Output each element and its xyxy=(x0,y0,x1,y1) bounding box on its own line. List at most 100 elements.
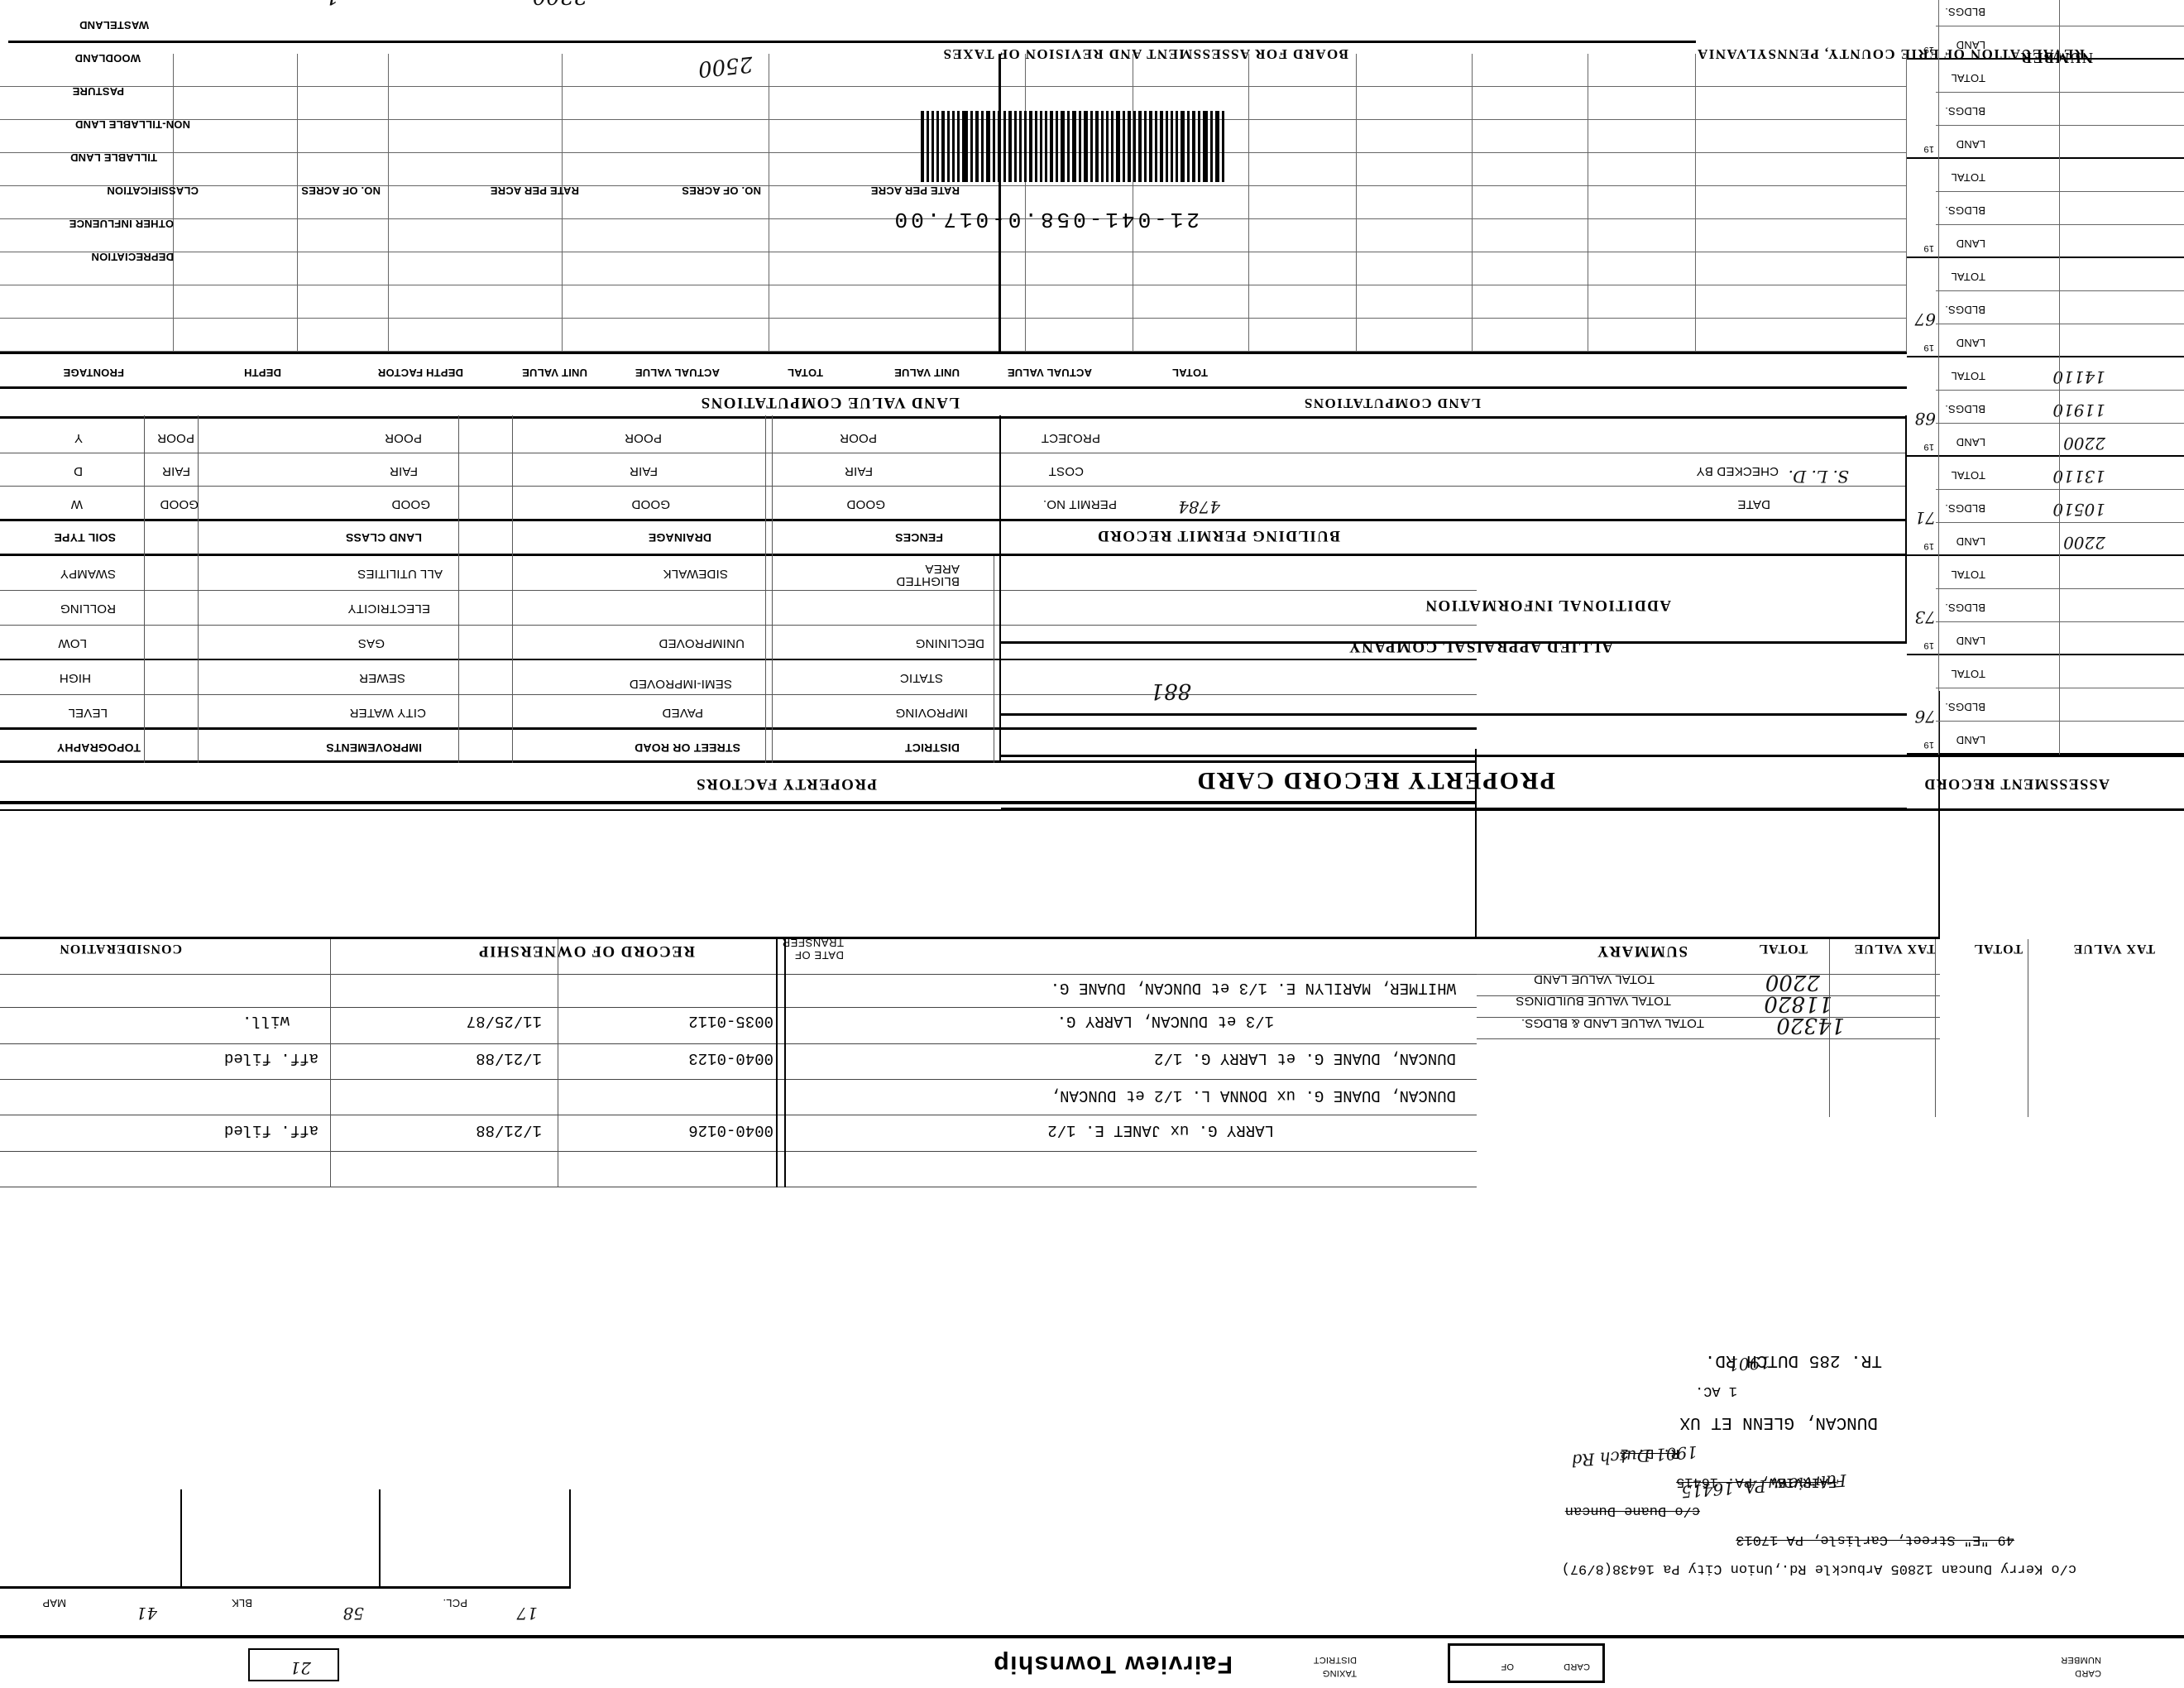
soil-poor-2: POOR xyxy=(385,431,422,445)
assessment-row-label: LAND xyxy=(1956,535,1985,548)
assessment-year: 71 xyxy=(1914,508,1936,528)
soil-fair-3: FAIR xyxy=(629,464,658,478)
ownership-row-1-deed: 0035-0112 xyxy=(688,1012,774,1030)
assessment-row-label: TOTAL xyxy=(1951,668,1985,680)
assessment-row-label: LAND xyxy=(1956,436,1985,448)
soil-poor-1: POOR xyxy=(157,431,194,445)
pf-row-4-topography: ROLLING xyxy=(60,602,116,616)
ownership-row-1-owner: WHITMER, MARILYN E. 1/3 et DUNCAN, DUANE… xyxy=(1050,979,1456,997)
additional-information-title: ADDITIONAL INFORMATION xyxy=(1424,597,1671,614)
pf-row-5-district: BLIGHTED AREA xyxy=(896,562,960,588)
lv-rate-per-acre-2: RATE PER ACRE xyxy=(870,185,960,197)
soil-good-1: GOOD xyxy=(160,497,199,511)
of-label: OF xyxy=(1501,1662,1514,1671)
assessment-value: 11910 xyxy=(2052,400,2105,420)
soil-poor-3: POOR xyxy=(625,431,662,445)
ownership-row-3-date: 1/21/88 xyxy=(476,1121,542,1139)
soil-row-good-label: W xyxy=(70,497,83,511)
parcel-barcode xyxy=(918,111,1224,182)
footer-number-box: 21 xyxy=(248,1648,339,1681)
assessment-year: 67 xyxy=(1914,309,1936,329)
pf-row-3-district: DECLINING xyxy=(915,636,984,650)
lv-col-frontage: FRONTAGE xyxy=(63,367,124,379)
card-label: CARD xyxy=(1564,1662,1590,1671)
bp-permit-no-value: 4784 xyxy=(1178,497,1220,517)
lv-col-depth-factor: DEPTH FACTOR xyxy=(377,367,463,379)
ownership-row-1-consideration: will. xyxy=(242,1012,290,1030)
assessment-row-label: TOTAL xyxy=(1951,271,1985,283)
ownership-row-3-owner: DUNCAN, DUANE G. ux DONNA L. 1/2 et DUNC… xyxy=(1050,1086,1456,1105)
lv-depreciation-label: DEPRECIATION xyxy=(91,251,174,263)
pf-row-3-topography: LOW xyxy=(58,636,87,650)
assessment-row-label: TOTAL xyxy=(1951,171,1985,184)
lv-col-actual-value-2: ACTUAL VALUE xyxy=(1007,367,1092,379)
assessment-year-prefix: 19 xyxy=(1923,442,1934,452)
pf-row-2-street: SEMI-IMPROVED xyxy=(629,677,732,691)
map-label: MAP xyxy=(42,1597,66,1609)
assessment-row-label: LAND xyxy=(1956,734,1985,746)
assessment-year: 68 xyxy=(1914,409,1936,429)
lv-rate-per-acre-1: RATE PER ACRE xyxy=(490,185,579,197)
soil-col-drainage: DRAINAGE xyxy=(648,531,711,544)
lv-classification-label: CLASSIFICATION xyxy=(107,185,199,197)
building-permit-title: BUILDING PERMIT RECORD xyxy=(1096,527,1340,544)
date-of-transfer-header: DATE OF TRANSFER xyxy=(782,937,844,961)
lv-col-unit-value-2: UNIT VALUE xyxy=(893,367,960,379)
assessment-row-label: BLDGS. xyxy=(1945,304,1985,316)
lv-wasteland-label: WASTELAND xyxy=(79,19,149,31)
soil-col-land-class: LAND CLASS xyxy=(345,531,422,544)
assessment-row-label: BLDGS. xyxy=(1945,204,1985,217)
lv-woodland-label: WOODLAND xyxy=(74,52,141,65)
soil-fair-1: FAIR xyxy=(161,464,190,478)
property-factors-col-district: DISTRICT xyxy=(904,741,960,755)
assessment-row-label: LAND xyxy=(1956,138,1985,151)
ownership-row-1-owner2: 1/3 et DUNCAN, LARRY G. xyxy=(1056,1012,1274,1030)
assessment-row-label: TOTAL xyxy=(1951,72,1985,84)
agency-left-title: BOARD FOR ASSESSMENT AND REVISION OF TAX… xyxy=(942,46,1348,62)
bp-cost-label: COST xyxy=(1048,464,1084,478)
pf-row-5-topography: SWAMPY xyxy=(60,567,116,581)
ownership-row-2-date: 1/21/88 xyxy=(476,1049,542,1067)
assessment-row-label: BLDGS. xyxy=(1945,403,1985,415)
lv-house-site-rate: 2200 xyxy=(533,0,587,8)
soil-row-poor-label: Y xyxy=(74,431,83,445)
bp-checked-by-value: S. L. D. xyxy=(1788,467,1849,487)
lv-col-depth: DEPTH xyxy=(243,367,281,379)
lv-col-total: TOTAL xyxy=(787,367,823,379)
assessment-row-label: BLDGS. xyxy=(1945,602,1985,614)
owner-acreage: 1 AC. xyxy=(1694,1383,1737,1398)
blk-value: 58 xyxy=(342,1604,364,1623)
agency-right-title: REVALUATION OF ERIE COUNTY, PENNSYLVANIA xyxy=(1696,46,2085,62)
assessment-value: 2200 xyxy=(2063,434,2105,453)
summary-taxvalue-header: TAX VALUE xyxy=(1853,942,1936,956)
soil-good-2: GOOD xyxy=(391,497,430,511)
pcl-label: PCL. xyxy=(443,1597,467,1609)
assessment-year-prefix: 19 xyxy=(1923,640,1934,650)
assessment-year-prefix: 19 xyxy=(1923,45,1934,55)
summary-total-header: TOTAL xyxy=(1758,942,1808,956)
assessment-row-label: LAND xyxy=(1956,635,1985,647)
bp-date-label: DATE xyxy=(1737,497,1770,511)
lv-tillable-land-label: TILLABLE LAND xyxy=(69,151,157,164)
record-of-ownership-title: RECORD OF OWNERSHIP xyxy=(477,942,695,960)
property-factors-title: PROPERTY FACTORS xyxy=(695,775,877,793)
property-factors-col-street: STREET OR ROAD xyxy=(634,741,740,755)
ownership-row-3-owner2: LARRY G. ux JANET E. 1/2 xyxy=(1047,1121,1274,1139)
appraisal-company: ALLIED APPRAISAL COMPANY xyxy=(1348,638,1613,655)
assessment-row-label: TOTAL xyxy=(1951,370,1985,382)
pf-row-4-improvements: ELECTRICITY xyxy=(347,602,430,616)
assessment-row-label: BLDGS. xyxy=(1945,6,1985,18)
pf-row-5-street: SIDEWALK xyxy=(663,567,728,581)
ownership-row-2-owner: DUNCAN, DUANE G. et LARRY G. 1/2 xyxy=(1154,1049,1456,1067)
soil-col-soil-type: SOIL TYPE xyxy=(54,531,116,544)
assessment-year-prefix: 19 xyxy=(1923,144,1934,154)
soil-fair-2: FAIR xyxy=(389,464,418,478)
assessment-year-prefix: 19 xyxy=(1923,740,1934,750)
lv-no-acres-2: NO. OF ACRES xyxy=(682,185,761,197)
assessment-year-prefix: 19 xyxy=(1923,243,1934,253)
soil-good-4: GOOD xyxy=(846,497,885,511)
lv-other-influence-label: OTHER INFLUENCE xyxy=(69,218,175,230)
lv-no-acres-1: NO. OF ACRES xyxy=(301,185,381,197)
page-title: PROPERTY RECORD CARD xyxy=(1195,767,1556,794)
